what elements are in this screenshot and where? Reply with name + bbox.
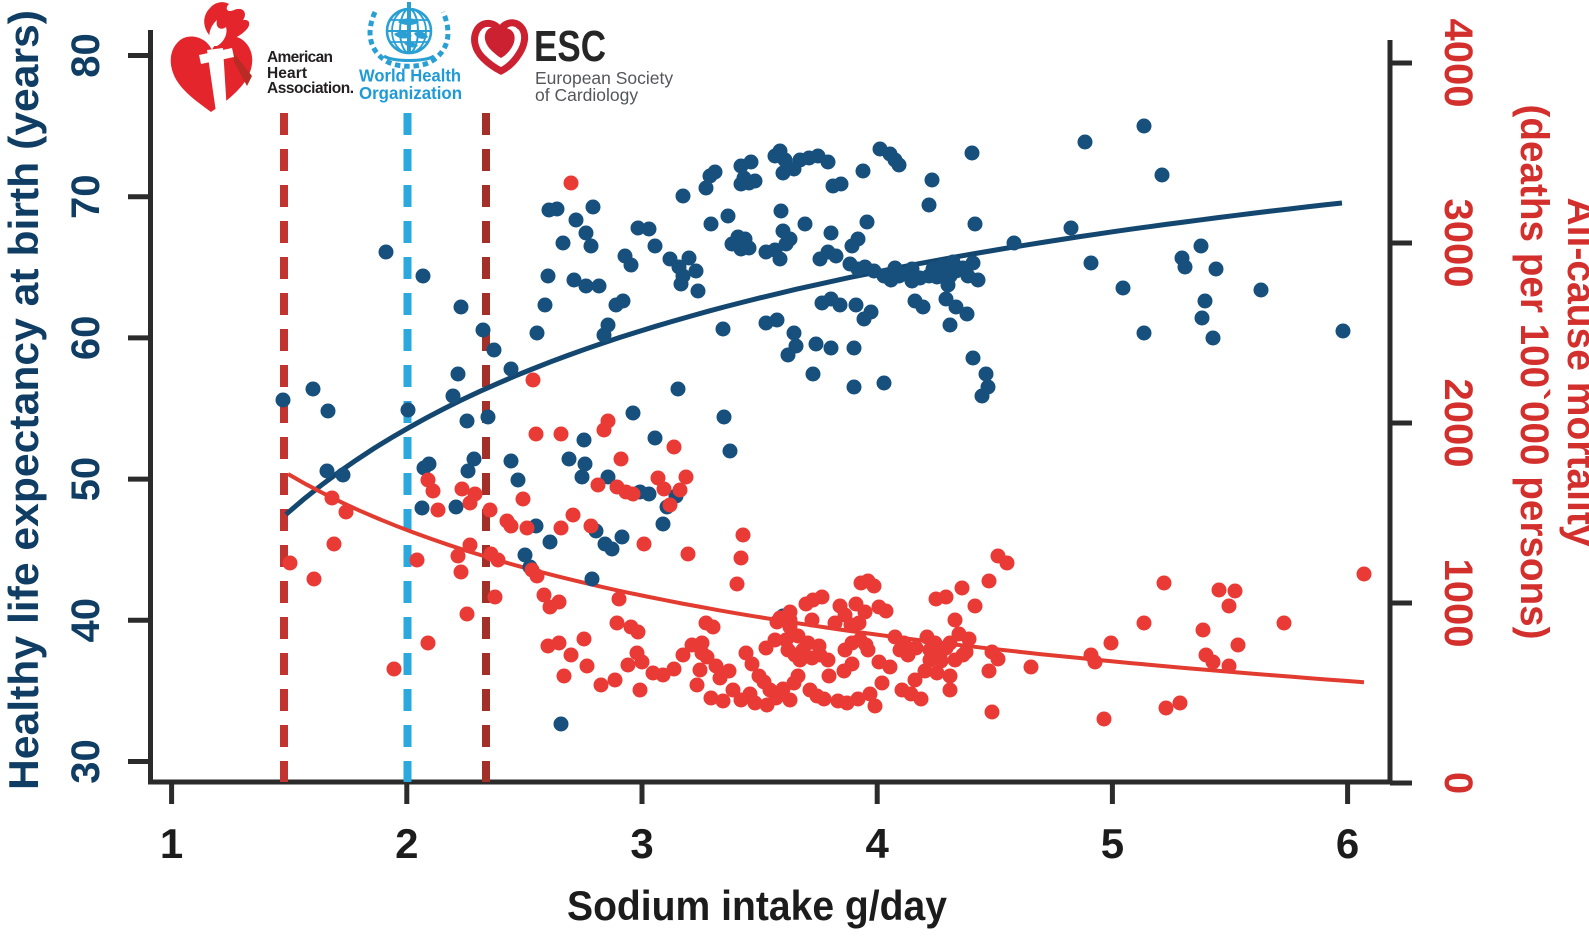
svg-text:(deaths per 100`000 persons): (deaths per 100`000 persons) bbox=[1512, 105, 1556, 640]
svg-text:5: 5 bbox=[1101, 820, 1124, 867]
svg-text:80: 80 bbox=[64, 33, 108, 78]
svg-text:Healthy life expectancy at bir: Healthy life expectancy at birth (years) bbox=[0, 10, 47, 790]
svg-text:1: 1 bbox=[160, 820, 183, 867]
svg-text:4: 4 bbox=[866, 820, 890, 867]
svg-text:0: 0 bbox=[1436, 772, 1480, 794]
svg-text:European Society: European Society bbox=[535, 68, 673, 88]
svg-text:70: 70 bbox=[64, 174, 108, 219]
svg-text:40: 40 bbox=[64, 598, 108, 643]
svg-text:2000: 2000 bbox=[1436, 379, 1480, 468]
svg-text:3: 3 bbox=[630, 820, 653, 867]
svg-text:2: 2 bbox=[395, 820, 418, 867]
svg-text:30: 30 bbox=[64, 739, 108, 784]
svg-text:Organization: Organization bbox=[359, 83, 462, 103]
svg-text:ESC: ESC bbox=[534, 22, 606, 71]
svg-text:60: 60 bbox=[64, 316, 108, 361]
svg-text:6: 6 bbox=[1336, 820, 1359, 867]
svg-text:Association.: Association. bbox=[267, 80, 354, 97]
svg-text:of Cardiology: of Cardiology bbox=[535, 85, 638, 105]
svg-text:American: American bbox=[267, 49, 333, 66]
svg-text:Heart: Heart bbox=[267, 65, 307, 82]
svg-text:50: 50 bbox=[64, 457, 108, 502]
svg-text:1000: 1000 bbox=[1436, 559, 1480, 648]
svg-text:4000: 4000 bbox=[1436, 19, 1480, 108]
svg-text:World Health: World Health bbox=[359, 66, 461, 86]
svg-text:3000: 3000 bbox=[1436, 199, 1480, 288]
svg-text:All-cause mortality: All-cause mortality bbox=[1559, 198, 1589, 548]
svg-text:Sodium intake g/day: Sodium intake g/day bbox=[567, 882, 948, 929]
